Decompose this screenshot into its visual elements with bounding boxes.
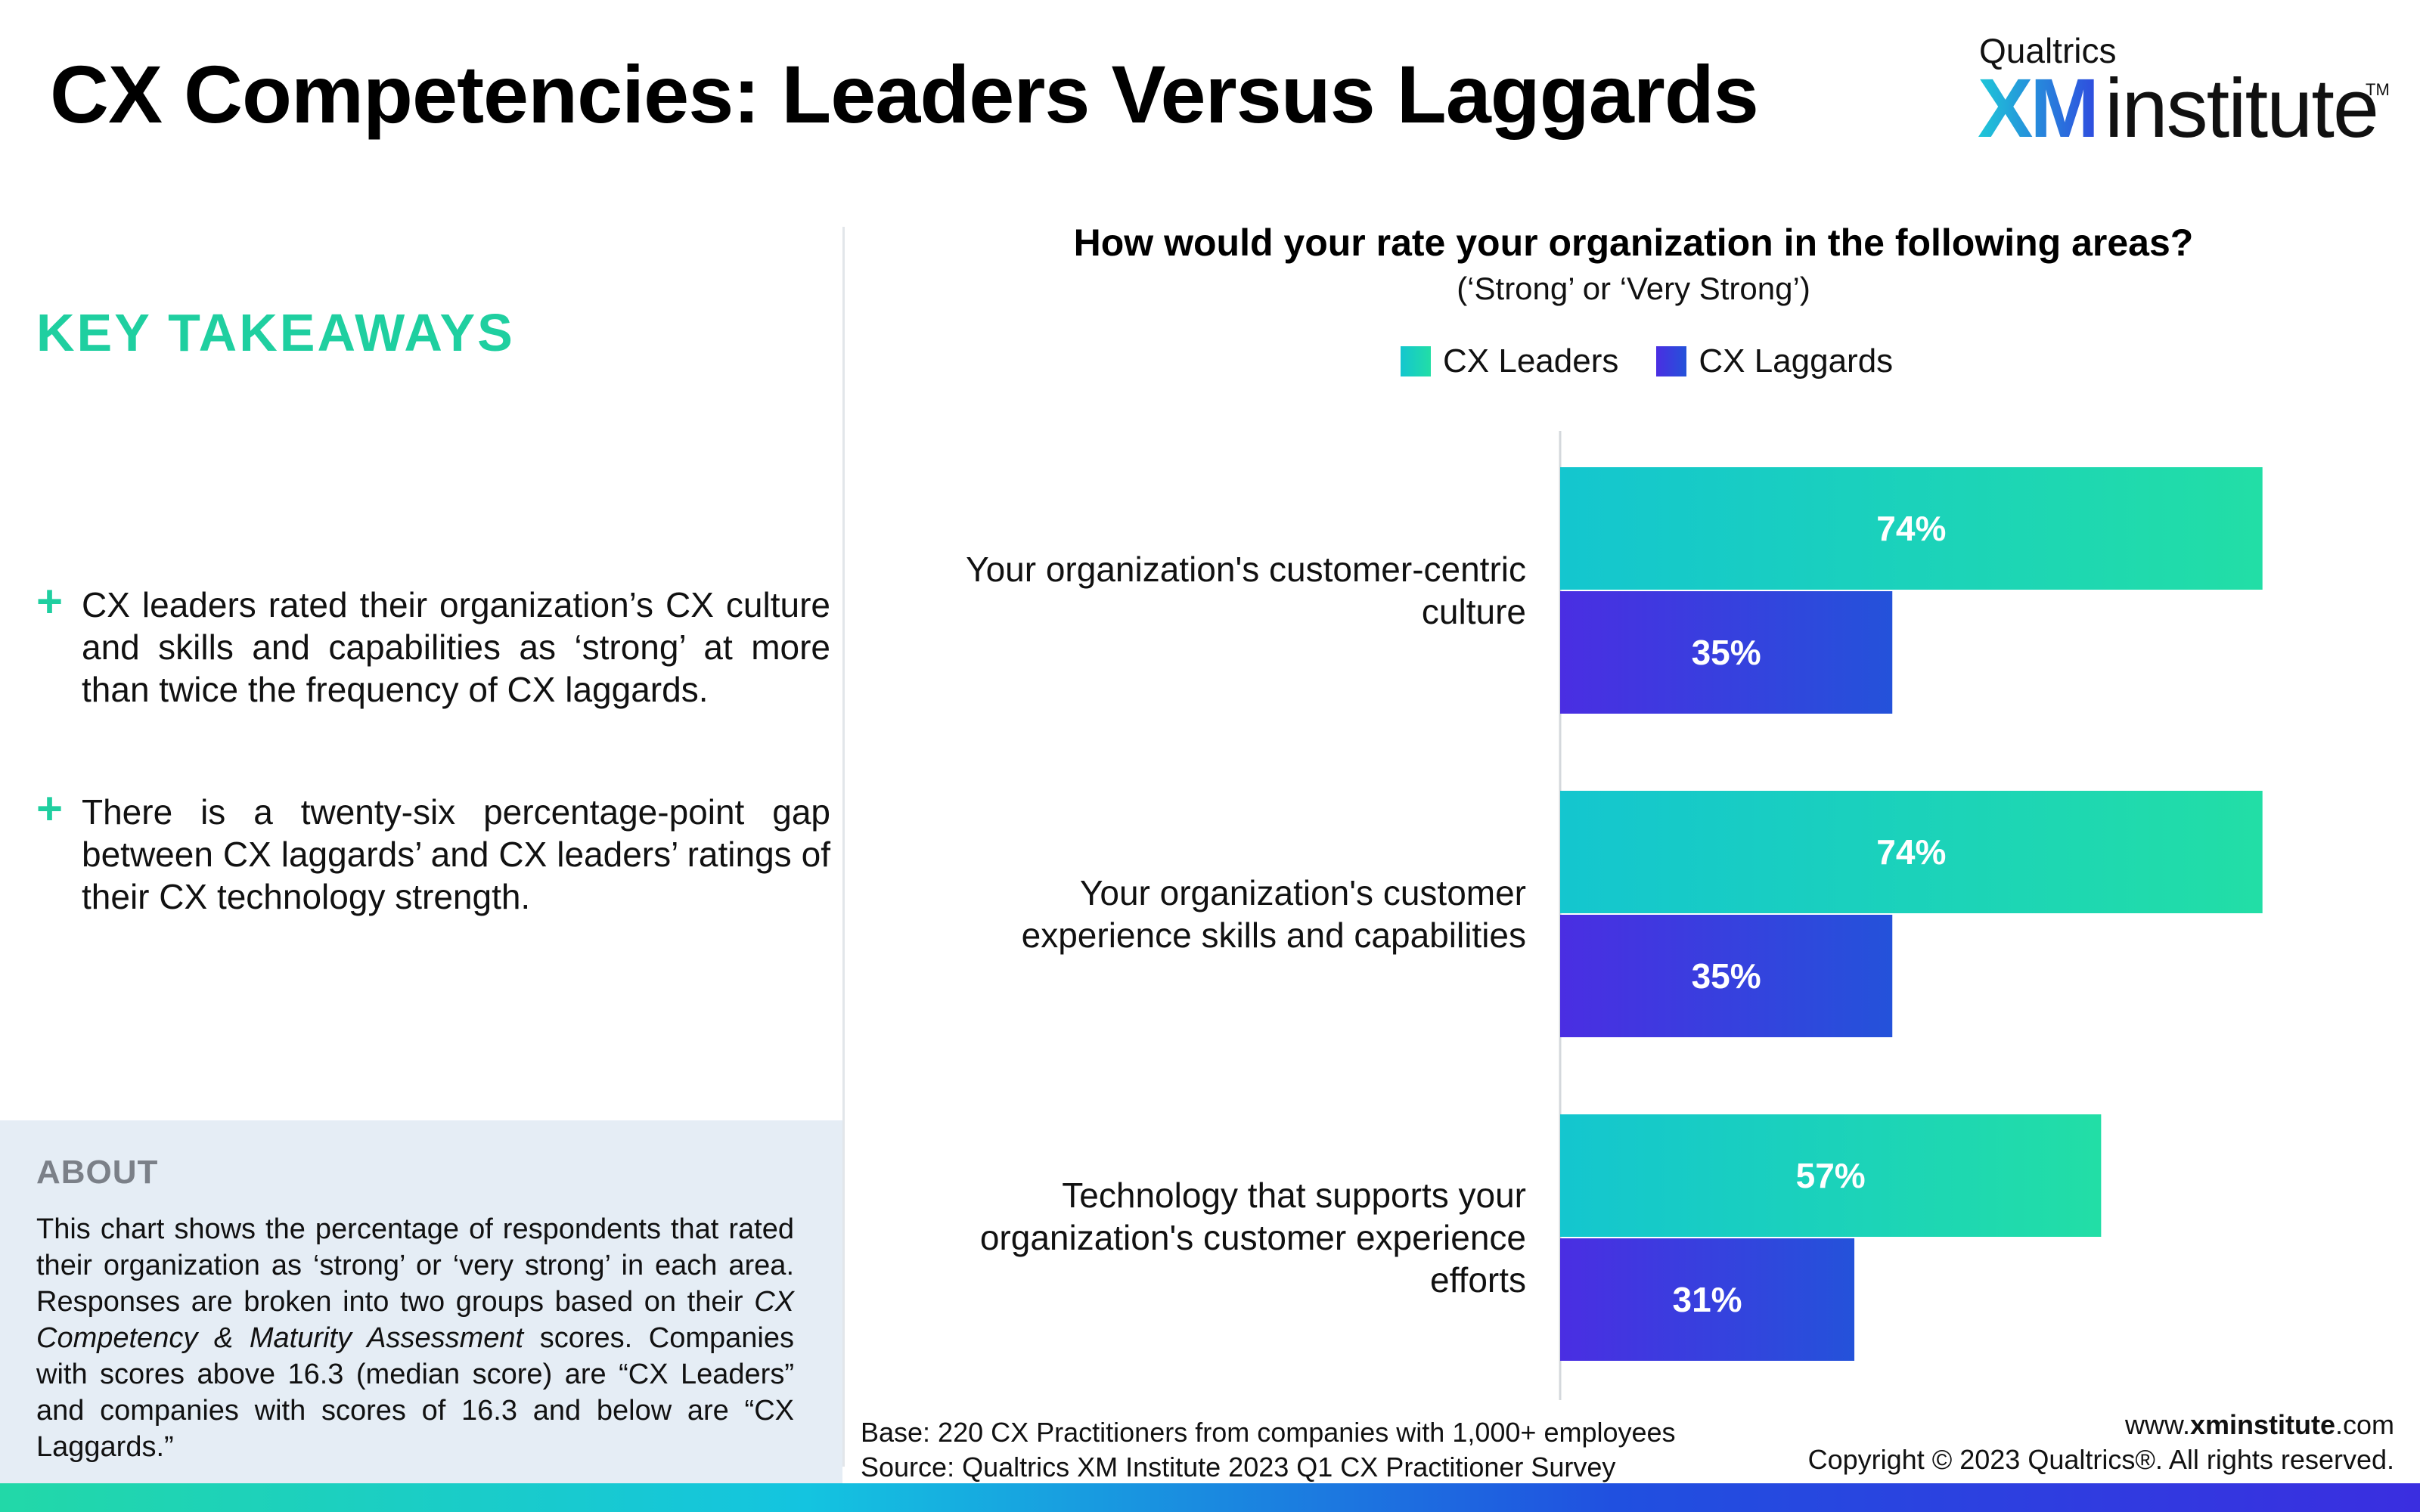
- footer-url[interactable]: www.xminstitute.com: [2124, 1409, 2394, 1440]
- logo-xm-text: XM: [1978, 62, 2099, 155]
- legend-swatch-leaders: [1401, 346, 1431, 376]
- footer-base: Base: 220 CX Practitioners from companie…: [861, 1417, 1676, 1448]
- bar-leaders-2: [1560, 791, 2263, 913]
- data-label-laggards-1: 35%: [1692, 633, 1761, 672]
- bottom-gradient-bar: [0, 1483, 2420, 1512]
- about-panel: ABOUT This chart shows the percentage of…: [0, 1120, 842, 1483]
- footer-credits: www.xminstitute.com Copyright © 2023 Qua…: [1808, 1408, 2394, 1477]
- about-heading: ABOUT: [36, 1154, 159, 1191]
- about-text: This chart shows the percentage of respo…: [36, 1213, 794, 1463]
- chart-legend: CX Leaders CX Laggards: [1401, 339, 1931, 384]
- category-label-1: Your organization's customer-centric cult…: [966, 550, 1526, 631]
- takeaway-text-1: CX leaders rated their organization’s CX…: [82, 585, 830, 709]
- chart-title: How would your rate your organization in…: [1073, 222, 2194, 264]
- chart-subtitle: (‘Strong’ or ‘Very Strong’): [1457, 271, 1810, 306]
- legend-item-leaders: CX Leaders: [1401, 342, 1618, 380]
- logo-qualtrics-text: Qualtrics: [1979, 31, 2117, 70]
- legend-label-laggards: CX Laggards: [1699, 342, 1894, 380]
- page-title: CX Competencies: Leaders Versus Laggards: [50, 48, 1759, 140]
- xm-institute-logo: Qualtrics XM institute TM: [1978, 30, 2401, 155]
- footer-notes: Base: 220 CX Practitioners from companie…: [861, 1415, 1676, 1485]
- takeaway-text-2: There is a twenty-six percentage-point g…: [82, 792, 830, 916]
- data-label-leaders-3: 57%: [1796, 1156, 1866, 1195]
- bar-laggards-1: [1560, 591, 1893, 714]
- legend-swatch-laggards: [1656, 346, 1687, 376]
- data-label-leaders-2: 74%: [1876, 832, 1946, 872]
- footer-copyright: Copyright © 2023 Qualtrics®. All rights …: [1807, 1444, 2394, 1475]
- category-label-3: Technology that supports your organizatio…: [980, 1176, 1526, 1300]
- legend-label-leaders: CX Leaders: [1443, 342, 1619, 380]
- logo-institute-text: institute: [2105, 62, 2379, 155]
- plus-icon: +: [36, 576, 64, 627]
- column-divider: [842, 227, 845, 1467]
- bar-leaders-3: [1560, 1114, 2102, 1237]
- bar-laggards-3: [1560, 1238, 1855, 1361]
- logo-tm-text: TM: [2366, 80, 2390, 99]
- bar-leaders-1: [1560, 467, 2263, 590]
- data-label-leaders-1: 74%: [1876, 509, 1946, 548]
- bar-laggards-2: [1560, 915, 1893, 1037]
- key-takeaways-heading: KEY TAKEAWAYS: [36, 303, 515, 362]
- data-label-laggards-2: 35%: [1692, 956, 1761, 996]
- legend-item-laggards: CX Laggards: [1656, 342, 1893, 380]
- data-label-laggards-3: 31%: [1672, 1280, 1742, 1319]
- category-label-2: Your organization's customer experience s…: [1022, 873, 1526, 955]
- plus-icon: +: [36, 783, 64, 834]
- footer-source: Source: Qualtrics XM Institute 2023 Q1 C…: [861, 1452, 1616, 1483]
